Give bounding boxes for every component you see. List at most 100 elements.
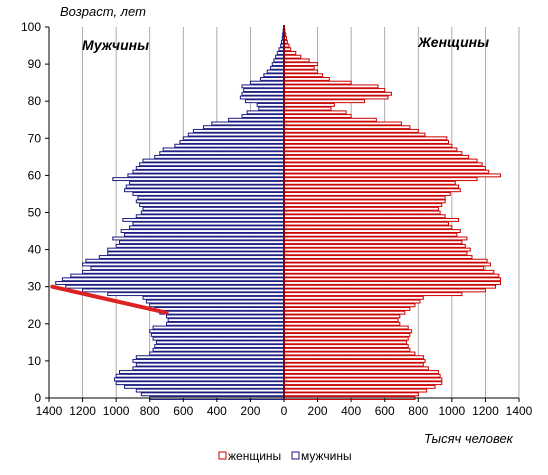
bar-men-age-13: [152, 347, 285, 352]
bar-men-age-14: [154, 344, 285, 349]
bar-men-age-43: [112, 236, 285, 241]
bar-men-age-39: [107, 251, 285, 256]
bar-men-age-41: [115, 243, 285, 248]
bar-men-age-87: [263, 73, 285, 78]
bar-women-age-44: [283, 232, 458, 237]
x-tick-label: 1200: [472, 404, 499, 418]
bar-men-age-31: [55, 281, 285, 285]
bar-men-age-63: [139, 162, 285, 167]
bar-men-age-70: [182, 136, 285, 141]
bar-women-age-43: [283, 236, 468, 241]
bar-men-age-37: [85, 258, 285, 263]
bar-men-age-60: [127, 173, 285, 178]
bar-men-age-6: [115, 373, 285, 378]
x-tick-labels: 1400 1200 1000 800 600 400 200 0 200 400 600 800 100…: [36, 398, 533, 418]
bar-men-age-33: [70, 273, 285, 278]
bar-men-age-53: [135, 199, 285, 204]
bar-men-age-8: [132, 366, 285, 371]
x-tick-label: 400: [341, 404, 361, 418]
bar-women-age-25: [283, 303, 416, 308]
bar-women-age-8: [283, 366, 429, 371]
x-tick-label: 600: [375, 404, 395, 418]
bar-women-age-92: [283, 54, 302, 59]
bar-women-age-6: [283, 373, 441, 378]
bar-women-age-16: [283, 336, 409, 341]
bar-women-age-69: [283, 140, 449, 144]
bar-women-age-67: [283, 147, 458, 152]
bar-men-age-77: [246, 110, 285, 115]
legend-swatch-men: [291, 451, 300, 460]
bar-women-age-77: [283, 110, 347, 115]
bar-women-age-46: [283, 225, 453, 230]
bar-men-age-19: [152, 325, 285, 330]
bar-women-age-23: [283, 310, 406, 315]
bar-men-age-82: [241, 91, 285, 96]
bar-men-age-54: [137, 195, 285, 200]
bar-women-age-10: [283, 358, 426, 363]
bar-men-age-16: [152, 336, 285, 341]
bar-men-age-91: [273, 58, 285, 63]
bar-women-age-7: [283, 370, 439, 374]
bar-women-age-73: [283, 125, 411, 130]
bar-women-age-79: [283, 102, 335, 107]
bar-men-age-4: [115, 381, 285, 386]
bar-women-age-61: [283, 169, 490, 174]
bar-women-age-82: [283, 91, 392, 96]
bar-men-age-86: [260, 76, 285, 81]
bar-men-age-34: [82, 269, 285, 274]
bar-women-age-1: [283, 392, 419, 397]
bar-men-age-22: [166, 314, 285, 319]
bar-men-age-83: [243, 88, 285, 93]
bar-men-age-56: [124, 188, 285, 193]
bar-women-age-90: [283, 62, 319, 67]
women-bars: [283, 25, 502, 400]
bar-women-age-65: [283, 154, 470, 159]
bar-men-age-76: [241, 114, 285, 118]
y-tick-label: 60: [28, 168, 42, 182]
x-tick-label: 0: [281, 404, 288, 418]
bar-men-age-15: [155, 340, 285, 345]
bar-men-age-21: [167, 318, 285, 323]
bar-women-age-88: [283, 69, 319, 74]
x-tick-label: 1000: [103, 404, 130, 418]
bar-men-age-35: [90, 266, 285, 271]
bar-men-age-20: [166, 321, 285, 326]
bar-men-age-11: [135, 355, 285, 360]
bar-men-age-3: [124, 384, 285, 389]
x-tick-label: 800: [408, 404, 428, 418]
x-tick-label: 1000: [439, 404, 466, 418]
x-tick-label: 600: [173, 404, 193, 418]
bar-men-age-30: [65, 284, 285, 289]
bar-women-age-41: [283, 243, 466, 248]
men-bars: [55, 25, 285, 400]
bar-women-age-2: [283, 388, 428, 393]
bar-women-age-3: [283, 384, 436, 389]
bar-men-age-1: [140, 392, 285, 397]
bar-men-age-78: [258, 106, 285, 111]
bar-women-age-36: [283, 262, 491, 267]
bar-women-age-39: [283, 251, 468, 256]
bar-men-age-71: [187, 132, 285, 137]
bar-men-age-38: [98, 255, 285, 259]
bar-women-age-30: [283, 284, 496, 289]
bar-women-age-64: [283, 158, 478, 163]
x-tick-label: 800: [140, 404, 160, 418]
bar-men-age-12: [149, 351, 285, 356]
bar-men-age-26: [145, 299, 285, 304]
bar-men-age-85: [249, 80, 285, 85]
bar-women-age-29: [283, 288, 486, 293]
y-tick-label: 70: [28, 131, 42, 145]
bar-women-age-70: [283, 136, 448, 141]
bar-women-age-84: [283, 84, 379, 89]
x-tick-label: 1400: [506, 404, 533, 418]
bar-men-age-49: [135, 214, 285, 219]
bar-women-age-89: [283, 65, 315, 70]
bar-men-age-23: [159, 310, 285, 315]
y-axis-label: Возраст, лет: [60, 4, 146, 19]
bar-women-age-49: [283, 214, 446, 219]
bar-men-age-40: [107, 247, 285, 252]
bar-men-age-45: [120, 229, 285, 233]
bar-men-age-88: [266, 69, 285, 74]
bar-women-age-38: [283, 255, 473, 259]
bar-women-age-42: [283, 240, 463, 245]
